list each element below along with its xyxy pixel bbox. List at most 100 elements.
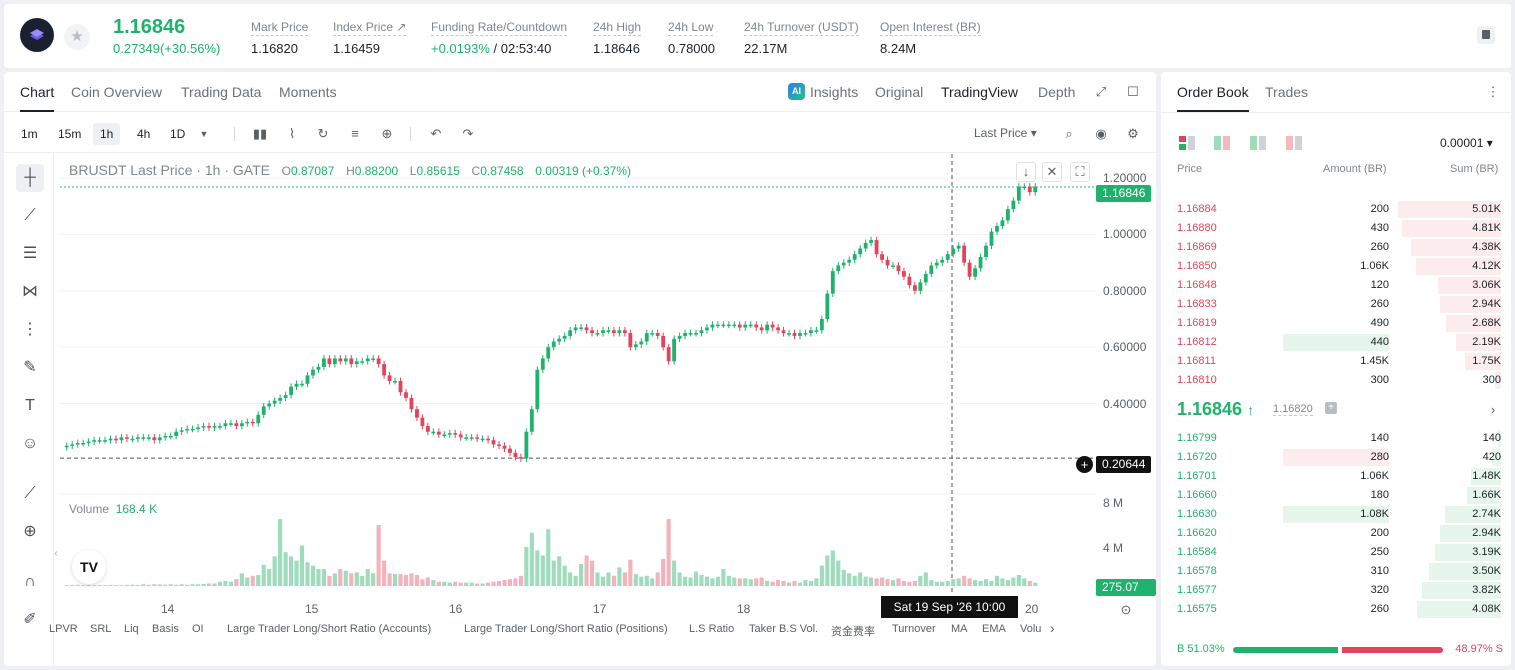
indicator-toggle[interactable]: 资金费率 bbox=[831, 626, 875, 638]
ask-row[interactable]: 1.16869 260 4.38K bbox=[1173, 238, 1501, 257]
pencil-lock-icon[interactable]: ✐ bbox=[23, 611, 37, 628]
add-indicator-icon[interactable]: ⊕ bbox=[381, 126, 393, 141]
candle-body bbox=[267, 403, 272, 407]
interval-1m[interactable]: 1m bbox=[21, 127, 38, 141]
tab-chart[interactable]: Chart bbox=[20, 84, 55, 112]
indicators-more-icon[interactable]: › bbox=[1050, 620, 1055, 636]
ask-row[interactable]: 1.16833 260 2.94K bbox=[1173, 295, 1501, 314]
ask-row[interactable]: 1.16812 440 2.19K bbox=[1173, 333, 1501, 352]
gear-icon[interactable]: ⚙ bbox=[1127, 126, 1139, 141]
ask-row[interactable]: 1.16880 430 4.81K bbox=[1173, 219, 1501, 238]
templates-icon[interactable]: ≡ bbox=[351, 126, 359, 141]
bid-row[interactable]: 1.16701 1.06K 1.48K bbox=[1173, 467, 1501, 486]
bid-row[interactable]: 1.16620 200 2.94K bbox=[1173, 524, 1501, 543]
ask-row[interactable]: 1.16811 1.45K 1.75K bbox=[1173, 352, 1501, 371]
view-original[interactable]: Original bbox=[875, 84, 924, 100]
ask-row[interactable]: 1.16884 200 5.01K bbox=[1173, 200, 1501, 219]
precision-select[interactable]: 0.00001 ▾ bbox=[1440, 136, 1493, 150]
indicator-toggle[interactable]: Turnover bbox=[892, 623, 936, 635]
text-icon[interactable]: T bbox=[25, 397, 35, 414]
fullscreen-icon[interactable]: ⛶ bbox=[1070, 162, 1090, 182]
bid-row[interactable]: 1.16720 280 420 bbox=[1173, 448, 1501, 467]
settings-target-icon[interactable]: ⊙ bbox=[1120, 602, 1132, 617]
candlestick-chart[interactable] bbox=[60, 154, 1100, 594]
indicator-toggle[interactable]: MA bbox=[951, 623, 968, 635]
bid-row[interactable]: 1.16577 320 3.82K bbox=[1173, 581, 1501, 600]
bid-row[interactable]: 1.16584 250 3.19K bbox=[1173, 543, 1501, 562]
undo-icon[interactable]: ↶ bbox=[430, 126, 442, 141]
candle-body bbox=[798, 333, 802, 336]
indicator-toggle[interactable]: Liq bbox=[124, 623, 139, 635]
indicator-toggle[interactable]: OI bbox=[192, 623, 204, 635]
collapse-icon[interactable]: ✕ bbox=[1042, 162, 1062, 182]
view-buy-only-icon[interactable] bbox=[1250, 136, 1266, 150]
camera-icon[interactable]: ◉ bbox=[1095, 126, 1107, 141]
tab-moments[interactable]: Moments bbox=[279, 84, 337, 100]
indicator-toggle[interactable]: Volu bbox=[1020, 623, 1042, 635]
ask-row[interactable]: 1.16848 120 3.06K bbox=[1173, 276, 1501, 295]
search-icon[interactable]: ⌕ bbox=[1065, 126, 1073, 141]
pattern-icon[interactable]: ⋈ bbox=[22, 283, 38, 300]
ask-row[interactable]: 1.16850 1.06K 4.12K bbox=[1173, 257, 1501, 276]
add-alert-icon[interactable]: + bbox=[1076, 456, 1093, 473]
price-source-select[interactable]: Last Price ▾ bbox=[974, 126, 1037, 140]
crosshair-icon[interactable]: ┼ bbox=[16, 164, 44, 192]
tab-order-book[interactable]: Order Book bbox=[1177, 84, 1249, 112]
tab-trading-data[interactable]: Trading Data bbox=[181, 84, 262, 100]
view-depth[interactable]: Depth bbox=[1038, 84, 1076, 100]
arrow-down-icon[interactable]: ↓ bbox=[1016, 162, 1036, 182]
document-icon[interactable] bbox=[1477, 26, 1495, 44]
interval-1h[interactable]: 1h bbox=[93, 123, 121, 145]
info-icon[interactable]: + bbox=[1325, 402, 1337, 414]
chevron-down-icon[interactable]: ▼ bbox=[199, 129, 209, 139]
interval-4h[interactable]: 4h bbox=[137, 127, 151, 141]
indicator-toggle[interactable]: Large Trader Long/Short Ratio (Accounts) bbox=[227, 623, 432, 635]
view-sell-only-icon[interactable] bbox=[1286, 136, 1302, 150]
interval-1d[interactable]: 1D bbox=[170, 127, 186, 141]
interval-15m[interactable]: 15m bbox=[58, 127, 82, 141]
volume-bar bbox=[628, 559, 633, 586]
candle-body bbox=[715, 324, 720, 327]
volume-bar bbox=[765, 580, 770, 586]
stat-index-price[interactable]: Index Price ↗ 1.16459 bbox=[333, 20, 407, 56]
horizontal-lines-icon[interactable]: ☰ bbox=[22, 245, 38, 262]
expand-icon[interactable]: ⤢ bbox=[1095, 84, 1107, 99]
chevron-right-icon[interactable]: › bbox=[1490, 402, 1496, 417]
bid-row[interactable]: 1.16630 1.08K 2.74K bbox=[1173, 505, 1501, 524]
window-icon[interactable]: ☐ bbox=[1127, 84, 1139, 99]
view-bids-icon[interactable] bbox=[1214, 136, 1230, 150]
zoom-in-icon[interactable]: ⊕ bbox=[23, 523, 37, 540]
redo-icon[interactable]: ↷ bbox=[462, 126, 474, 141]
indicator-toggle[interactable]: EMA bbox=[982, 623, 1006, 635]
view-both-icon[interactable] bbox=[1179, 136, 1195, 150]
emoji-icon[interactable]: ☺ bbox=[21, 435, 39, 452]
indicator-toggle[interactable]: Taker B.S Vol. bbox=[749, 623, 819, 635]
brush-icon[interactable]: ✎ bbox=[23, 359, 37, 376]
bid-row[interactable]: 1.16578 310 3.50K bbox=[1173, 562, 1501, 581]
indicator-toggle[interactable]: SRL bbox=[90, 623, 112, 635]
tab-trades[interactable]: Trades bbox=[1265, 84, 1309, 100]
bid-row[interactable]: 1.16660 180 1.66K bbox=[1173, 486, 1501, 505]
x-tick-label: 17 bbox=[593, 602, 607, 616]
tab-coin-overview[interactable]: Coin Overview bbox=[71, 84, 163, 100]
indicator-toggle[interactable]: Large Trader Long/Short Ratio (Positions… bbox=[464, 623, 668, 635]
indicator-toggle[interactable]: LPVR bbox=[49, 623, 78, 635]
trendline-icon[interactable]: ⟋ bbox=[24, 207, 36, 224]
favorite-star-icon[interactable]: ★ bbox=[64, 24, 90, 50]
bid-row[interactable]: 1.16575 260 4.08K bbox=[1173, 600, 1501, 619]
replay-icon[interactable]: ↻ bbox=[317, 126, 329, 141]
indicator-toggle[interactable]: L.S Ratio bbox=[689, 623, 735, 635]
bid-row[interactable]: 1.16799 140 140 bbox=[1173, 429, 1501, 448]
ask-row[interactable]: 1.16810 300 300 bbox=[1173, 371, 1501, 390]
fib-icon[interactable]: ⋮ bbox=[22, 321, 38, 338]
view-tradingview[interactable]: TradingView bbox=[941, 84, 1019, 100]
magnet-icon[interactable]: ∩ bbox=[24, 573, 36, 590]
indicator-toggle[interactable]: Basis bbox=[152, 623, 179, 635]
view-insights[interactable]: Insights bbox=[810, 84, 859, 100]
ruler-icon[interactable]: ⟋ bbox=[24, 485, 36, 502]
more-vertical-icon[interactable]: ⋮ bbox=[1486, 84, 1500, 99]
candle-type-icon[interactable]: ▮▮ bbox=[252, 126, 268, 141]
collapse-arrow-icon[interactable]: ‹ bbox=[54, 548, 58, 559]
indicators-icon[interactable]: ⌇ bbox=[288, 126, 296, 141]
ask-row[interactable]: 1.16819 490 2.68K bbox=[1173, 314, 1501, 333]
